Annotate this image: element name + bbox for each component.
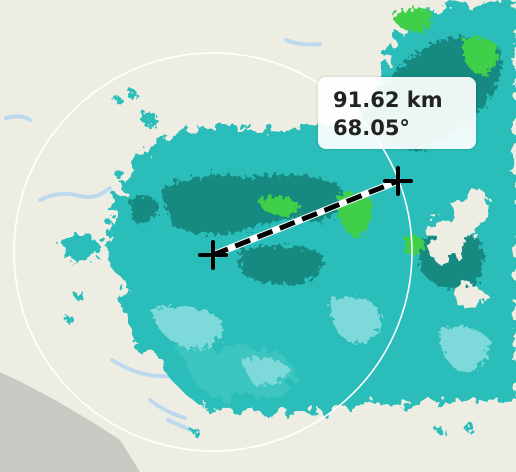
distance-readout: 91.62 km <box>333 88 443 112</box>
range-ring <box>13 52 413 452</box>
end-crosshair-icon[interactable] <box>383 166 413 196</box>
measurement-line <box>209 177 402 259</box>
lower-left-terrain <box>0 372 140 472</box>
bearing-readout: 68.05° <box>333 116 410 140</box>
start-crosshair-icon[interactable] <box>198 240 228 270</box>
measurement-tooltip: 91.62 km 68.05° <box>318 77 476 149</box>
